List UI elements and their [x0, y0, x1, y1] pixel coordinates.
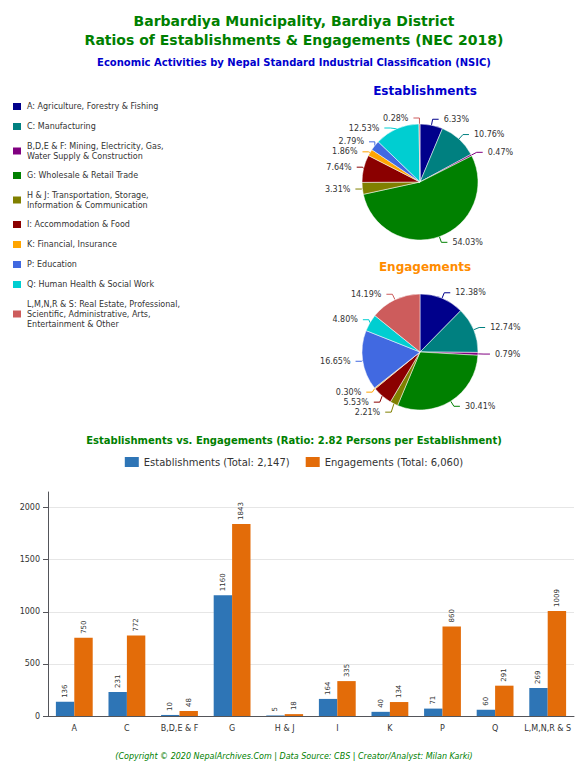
svg-text:269: 269	[534, 671, 542, 684]
svg-text:5.53%: 5.53%	[343, 398, 369, 407]
svg-text:A: Agriculture, Forestry & Fis: A: Agriculture, Forestry & Fishing	[27, 102, 158, 111]
svg-text:1843: 1843	[237, 502, 245, 520]
svg-text:Entertainment & Other: Entertainment & Other	[27, 320, 119, 329]
svg-text:18: 18	[290, 701, 298, 710]
svg-text:Scientific, Administrative, Ar: Scientific, Administrative, Arts,	[27, 310, 151, 319]
svg-text:K: Financial, Insurance: K: Financial, Insurance	[27, 240, 117, 249]
svg-text:(Copyright © 2020 NepalArchive: (Copyright © 2020 NepalArchives.Com | Da…	[115, 752, 472, 761]
svg-text:0.79%: 0.79%	[495, 350, 521, 359]
svg-text:B,D,E & F: B,D,E & F	[161, 724, 199, 733]
svg-text:Information & Communication: Information & Communication	[27, 201, 148, 210]
svg-text:1.86%: 1.86%	[332, 147, 358, 156]
svg-text:Establishments vs. Engagements: Establishments vs. Engagements (Ratio: 2…	[86, 435, 502, 446]
svg-text:P: Education: P: Education	[27, 260, 77, 269]
svg-text:231: 231	[114, 675, 122, 688]
svg-text:C: Manufacturing: C: Manufacturing	[27, 122, 96, 131]
svg-text:12.53%: 12.53%	[349, 124, 380, 133]
svg-text:30.41%: 30.41%	[465, 402, 496, 411]
svg-text:Q: Q	[492, 724, 498, 733]
svg-text:12.38%: 12.38%	[455, 288, 486, 297]
svg-text:7.64%: 7.64%	[326, 163, 352, 172]
svg-text:500: 500	[25, 659, 40, 668]
svg-text:1000: 1000	[20, 607, 40, 616]
svg-text:134: 134	[395, 684, 403, 698]
svg-text:3.31%: 3.31%	[325, 185, 351, 194]
svg-text:Establishments (Total: 2,147): Establishments (Total: 2,147)	[144, 457, 290, 468]
svg-text:136: 136	[61, 684, 69, 698]
svg-text:5: 5	[271, 707, 279, 711]
svg-text:Barbardiya Municipality, Bardi: Barbardiya Municipality, Bardiya Distric…	[134, 13, 455, 29]
svg-text:6.33%: 6.33%	[444, 115, 470, 124]
svg-text:54.03%: 54.03%	[452, 238, 483, 247]
svg-text:4.80%: 4.80%	[332, 315, 358, 324]
svg-text:10.76%: 10.76%	[474, 130, 505, 139]
svg-text:60: 60	[482, 697, 490, 706]
svg-text:2.21%: 2.21%	[355, 408, 381, 417]
svg-text:Q: Human Health & Social Work: Q: Human Health & Social Work	[27, 280, 154, 289]
svg-text:H & J: Transportation, Storage: H & J: Transportation, Storage,	[27, 191, 149, 200]
svg-text:B,D,E & F: Mining, Electricity: B,D,E & F: Mining, Electricity, Gas,	[27, 142, 164, 151]
svg-text:291: 291	[500, 668, 508, 681]
svg-text:Ratios of Establishments & Eng: Ratios of Establishments & Engagements (…	[85, 32, 504, 48]
svg-text:164: 164	[324, 681, 332, 695]
svg-text:Economic Activities by Nepal S: Economic Activities by Nepal Standard In…	[97, 57, 491, 68]
svg-text:335: 335	[343, 664, 351, 677]
svg-text:Establishments: Establishments	[373, 84, 477, 98]
svg-text:71: 71	[429, 696, 437, 705]
svg-text:0.30%: 0.30%	[336, 388, 362, 397]
svg-text:2000: 2000	[20, 503, 40, 512]
svg-text:16.65%: 16.65%	[320, 357, 351, 366]
svg-text:I: Accommodation & Food: I: Accommodation & Food	[27, 220, 130, 229]
svg-text:C: C	[124, 724, 130, 733]
svg-text:I: I	[336, 724, 338, 733]
svg-text:48: 48	[185, 698, 193, 707]
svg-text:K: K	[387, 724, 393, 733]
svg-text:L,M,N,R & S: L,M,N,R & S	[524, 724, 571, 733]
svg-text:12.74%: 12.74%	[490, 323, 521, 332]
svg-text:750: 750	[80, 620, 88, 633]
svg-text:0.47%: 0.47%	[488, 148, 514, 157]
svg-text:2.79%: 2.79%	[339, 137, 365, 146]
svg-text:Engagements (Total: 6,060): Engagements (Total: 6,060)	[325, 457, 464, 468]
svg-text:G: G	[229, 724, 235, 733]
svg-text:10: 10	[166, 702, 174, 711]
svg-text:860: 860	[448, 609, 456, 622]
svg-text:P: P	[440, 724, 445, 733]
svg-text:L,M,N,R & S: Real Estate, Prof: L,M,N,R & S: Real Estate, Professional,	[27, 300, 180, 309]
svg-text:Water Supply & Construction: Water Supply & Construction	[27, 152, 143, 161]
svg-text:H & J: H & J	[275, 724, 295, 733]
svg-text:40: 40	[377, 699, 385, 708]
svg-text:772: 772	[132, 618, 140, 631]
svg-text:0.28%: 0.28%	[383, 114, 409, 123]
svg-text:1500: 1500	[20, 555, 40, 564]
svg-text:A: A	[72, 724, 78, 733]
svg-text:Engagements: Engagements	[379, 260, 471, 274]
svg-text:0: 0	[35, 712, 40, 721]
svg-text:G: Wholesale & Retail Trade: G: Wholesale & Retail Trade	[27, 171, 138, 180]
svg-text:1160: 1160	[219, 573, 227, 591]
svg-text:1009: 1009	[553, 589, 561, 607]
svg-text:14.19%: 14.19%	[351, 290, 382, 299]
